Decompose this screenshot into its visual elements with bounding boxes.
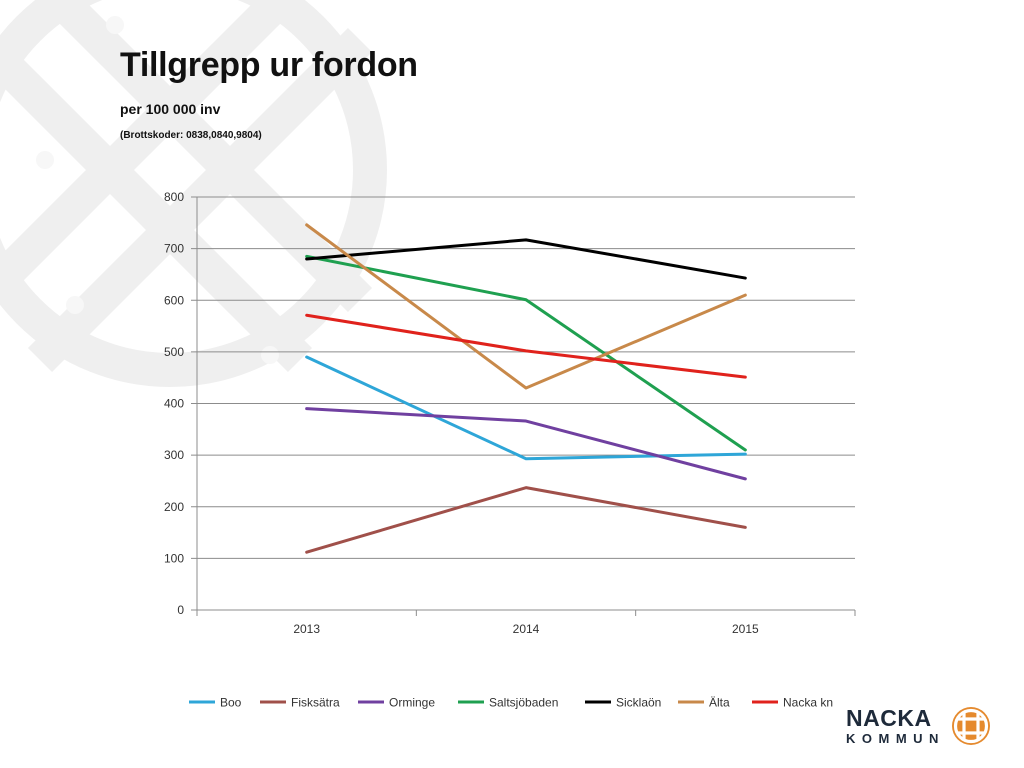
y-tick-label: 500 <box>164 345 184 359</box>
slide-subtitle: per 100 000 inv <box>120 101 221 117</box>
legend-label: Älta <box>709 696 730 710</box>
y-tick-label: 800 <box>164 190 184 204</box>
series-lines <box>305 223 747 554</box>
legend-item: Boo <box>189 696 242 710</box>
legend-label: Nacka kn <box>783 696 833 710</box>
legend-item: Älta <box>678 696 730 710</box>
legend-item: Nacka kn <box>752 696 833 710</box>
series-line-1 <box>305 486 747 554</box>
gridlines <box>191 196 855 611</box>
legend-item: Sicklaön <box>585 696 661 710</box>
x-tick-label: 2013 <box>293 622 320 636</box>
legend-label: Fisksätra <box>291 696 340 710</box>
y-tick-label: 0 <box>177 603 184 617</box>
series-line-5 <box>305 223 747 390</box>
series-line-6 <box>305 313 747 379</box>
y-tick-label: 700 <box>164 242 184 256</box>
legend-label: Sicklaön <box>616 696 661 710</box>
legend-label: Boo <box>220 696 242 710</box>
y-tick-label: 300 <box>164 448 184 462</box>
legend-item: Orminge <box>358 696 435 710</box>
series-line-3 <box>305 254 747 452</box>
axes: 0 100 200 300 400 500 600 700 800 2013 2014 2015 <box>164 190 856 636</box>
nacka-kommun-logo: NACKA KOMMUN <box>846 706 991 746</box>
y-tick-label: 200 <box>164 500 184 514</box>
nacka-cross-emblem-icon <box>951 707 990 745</box>
legend-item: Fisksätra <box>260 696 340 710</box>
series-line-2 <box>305 407 747 481</box>
series-line-0 <box>305 355 747 461</box>
legend: Boo Fisksätra Orminge Saltsjöbaden Sicklaön Ä… <box>189 696 833 710</box>
y-tick-label: 600 <box>164 293 184 307</box>
y-tick-label: 400 <box>164 397 184 411</box>
logo-wordmark: NACKA KOMMUN <box>846 705 945 746</box>
legend-label: Saltsjöbaden <box>489 696 558 710</box>
logo-line1: NACKA <box>846 705 932 731</box>
legend-label: Orminge <box>389 696 435 710</box>
crime-codes-note: (Brottskoder: 0838,0840,9804) <box>120 130 262 141</box>
legend-item: Saltsjöbaden <box>458 696 558 710</box>
slide-title: Tillgrepp ur fordon <box>120 46 418 84</box>
y-tick-label: 100 <box>164 551 184 565</box>
series-line-4 <box>305 238 747 280</box>
x-tick-label: 2014 <box>513 622 540 636</box>
x-tick-label: 2015 <box>732 622 759 636</box>
logo-line2: KOMMUN <box>846 731 945 746</box>
